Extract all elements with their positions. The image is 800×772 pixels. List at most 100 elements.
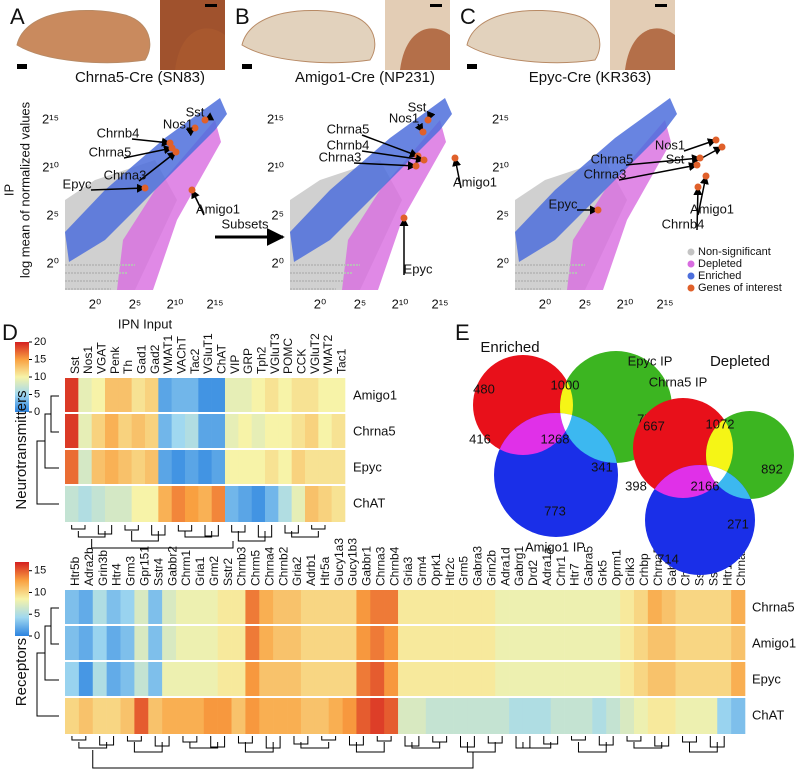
heatmap-cell [717,662,732,696]
heatmap-cell [65,698,80,734]
x-tick-label: 2¹⁵ [432,296,449,311]
heatmap-cell [717,626,732,660]
heatmap-cell [145,378,159,412]
heatmap-cell [305,378,319,412]
heatmap-cell [647,698,663,734]
heatmap-cell [287,626,302,660]
set-label: Chrna5 IP [649,374,708,389]
colorbar-tick-label: 10 [34,586,46,598]
heatmap-cell [78,698,94,734]
column-label: VAChT [175,336,189,374]
heatmap-cell [162,626,177,660]
legend-swatch [687,260,695,268]
x-tick-label: 2⁵ [579,296,592,311]
annotation: Amigo1 [196,201,240,216]
x-tick-label: 2¹⁵ [657,296,674,311]
heatmap-cell [398,626,413,660]
column-label: Gabra3 [471,546,485,586]
heatmap-cell [509,698,524,734]
gene-of-interest [191,124,199,132]
heatmap-cell [278,486,292,522]
heatmap-cell [661,590,676,624]
heatmap-cell [105,486,119,522]
heatmap-cell [439,662,454,696]
legend-swatch [687,248,695,256]
heatmap-cell [314,590,329,624]
heatmap-cell [259,662,274,696]
heatmap-cell [225,378,239,412]
heatmap-cell [91,378,106,412]
heatmap-cell [145,414,159,448]
annotation-arrow [131,137,171,147]
set-label: Amigo1 IP [525,539,585,554]
heatmap-cell [689,590,704,624]
scale-bar [242,64,252,69]
panel-title: Amigo1-Cre (NP231) [295,69,435,86]
y-tick-label: 2¹⁵ [267,111,284,126]
heatmap-cell [238,378,252,412]
cloud-enriched [515,98,677,262]
heatmap-cell [717,590,732,624]
heatmap-cell [467,662,482,696]
heatmap-cell [398,590,413,624]
heatmap-cell [131,414,146,448]
heatmap-cell [203,662,218,696]
column-label: VGluT2 [308,333,322,374]
heatmap-cell [467,590,482,624]
annotation-arrow [138,151,177,182]
heatmap-cell [106,698,121,734]
heatmap-cell [92,590,107,624]
heatmap-cell [203,698,218,734]
row-label: ChAT [752,707,784,722]
heatmap-cell [65,378,79,412]
heatmap-cell [134,662,149,696]
gene-of-interest [718,143,726,151]
venn-count: 714 [657,551,679,566]
heatmap-cell [314,626,329,660]
heatmap-cell [328,590,343,624]
annotation: Chrna5 [327,121,370,136]
heatmap-cell [620,626,635,660]
annotation: Chrna5 [89,144,132,159]
gene-of-interest [141,184,149,192]
heatmap-cell [647,626,663,660]
heatmap-cell [78,626,94,660]
column-label: VGluT3 [268,333,282,374]
column-label: VGluT1 [201,333,215,374]
heatmap-cell [217,662,232,696]
heatmap-cell [633,626,649,660]
scale-bar [205,4,217,7]
cloud-depleted [117,120,221,290]
heatmap-cell [453,590,468,624]
heatmap-cell [550,626,565,660]
heatmap-cell [592,590,607,624]
heatmap-cell [689,698,704,734]
heatmap-cell [131,378,146,412]
annotation: Sst [666,151,685,166]
heatmap-cell [564,626,579,660]
y-tick-label: 2⁰ [497,255,509,270]
heatmap-cell [148,698,163,734]
heatmap-cell [318,378,332,412]
venn-region [494,413,573,455]
heatmap-cell [731,590,746,624]
heatmap-cell [287,698,302,734]
annotation: Chrna3 [584,166,627,181]
heatmap-cell [522,626,538,660]
row-label: Chrna5 [752,599,795,614]
heatmap-cell [106,662,121,696]
heatmap-cell [328,662,343,696]
annotation: Amigo1 [690,201,734,216]
heatmap-cell [162,662,177,696]
annotation-arrow [625,154,701,166]
gene-of-interest [419,128,427,136]
heatmap-cell [120,698,135,734]
annotation: Nos1 [389,110,419,125]
heatmap-cell [189,590,205,624]
column-label: VMAT2 [321,335,335,374]
x-tick-label: 2¹⁵ [207,296,224,311]
heatmap-cell [162,698,177,734]
heatmap-cell [231,590,246,624]
scale-bar [430,4,442,7]
row-label: Epyc [752,671,781,686]
